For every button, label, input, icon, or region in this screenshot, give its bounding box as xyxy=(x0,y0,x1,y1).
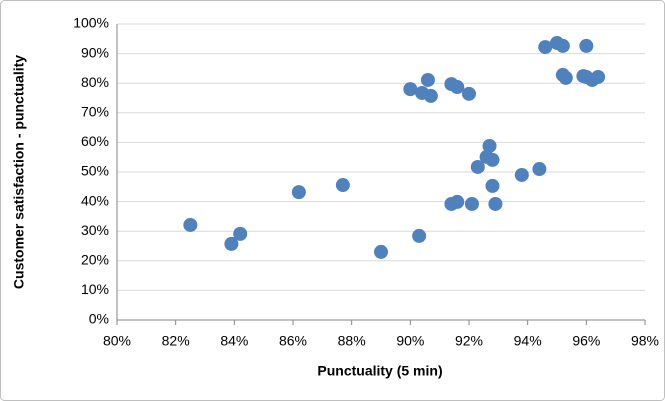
point xyxy=(450,80,465,95)
x-tick-label: 90% xyxy=(396,333,424,349)
point xyxy=(233,226,248,241)
point xyxy=(291,185,306,200)
y-axis-label: Customer satisfaction - punctuality xyxy=(11,55,27,289)
x-tick-label: 88% xyxy=(338,333,366,349)
point xyxy=(423,88,438,103)
y-tick-label: 60% xyxy=(81,133,109,149)
point xyxy=(450,194,465,209)
x-tick-label: 94% xyxy=(514,333,542,349)
point xyxy=(485,152,500,167)
point xyxy=(470,159,485,174)
point xyxy=(420,72,435,87)
y-tick-label: 100% xyxy=(73,15,109,31)
x-tick-label: 80% xyxy=(103,333,131,349)
x-axis-label: Punctuality (5 min) xyxy=(317,363,442,379)
x-tick-label: 82% xyxy=(162,333,190,349)
point xyxy=(462,86,476,101)
y-tick-label: 80% xyxy=(81,74,109,90)
y-tick-label: 50% xyxy=(81,163,109,179)
x-tick-label: 86% xyxy=(279,333,307,349)
point xyxy=(514,167,529,182)
point xyxy=(488,196,503,211)
point xyxy=(224,236,239,251)
point xyxy=(482,138,497,153)
x-tick-label: 96% xyxy=(572,333,600,349)
y-tick-label: 0% xyxy=(89,311,109,327)
y-tick-label: 90% xyxy=(81,44,109,60)
point xyxy=(183,217,198,232)
y-tick-label: 40% xyxy=(81,192,109,208)
point xyxy=(374,244,388,259)
point xyxy=(579,38,594,53)
y-tick-label: 30% xyxy=(81,222,109,238)
point xyxy=(485,178,500,193)
point xyxy=(558,70,573,85)
point xyxy=(335,178,350,193)
y-tick-label: 20% xyxy=(81,252,109,268)
point xyxy=(412,228,427,243)
point xyxy=(591,69,606,84)
point xyxy=(555,38,570,53)
x-tick-label: 92% xyxy=(455,333,483,349)
x-tick-label: 98% xyxy=(631,333,659,349)
point xyxy=(464,196,479,211)
point xyxy=(403,82,418,97)
y-tick-label: 70% xyxy=(81,104,109,120)
x-tick-label: 84% xyxy=(220,333,248,349)
y-tick-label: 10% xyxy=(81,281,109,297)
point xyxy=(538,40,553,55)
point xyxy=(532,162,547,177)
